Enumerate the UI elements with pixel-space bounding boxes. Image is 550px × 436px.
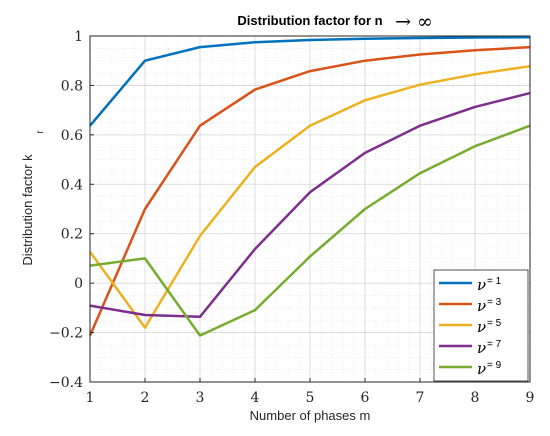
y-tick-label: −0.4: [49, 375, 83, 391]
series-line: [88, 64, 531, 329]
axis-ticks: 1 2 3 4 5 6 7 8 9 −0.4 −0.2 0 0.2 0.4 0.6 0.8 1: [49, 29, 534, 406]
series-line: [89, 124, 531, 337]
x-tick-label: 8: [471, 390, 480, 406]
x-tick-label: 1: [86, 390, 95, 406]
legend-symbol: ν: [477, 297, 486, 315]
x-tick-label: 3: [196, 390, 205, 406]
legend-symbol: ν: [477, 276, 486, 294]
series-lines: [88, 35, 531, 337]
legend-label: = 3: [487, 297, 502, 308]
y-tick-label: 0.4: [61, 177, 83, 193]
x-tick-label: 7: [416, 390, 425, 406]
legend-symbol: ν: [477, 339, 486, 357]
y-tick-label: −0.2: [49, 326, 83, 342]
legend-label: = 5: [487, 318, 502, 329]
series-line: [88, 45, 531, 336]
chart-title: Distribution factor for n: [237, 13, 382, 28]
x-axis-label: Number of phases m: [250, 408, 371, 423]
y-axis-label: Distribution factor k: [20, 154, 35, 266]
y-tick-label: 0.8: [61, 78, 83, 94]
x-tick-label: 6: [361, 390, 370, 406]
x-tick-label: 9: [526, 390, 535, 406]
legend: ν = 1ν = 3ν = 5ν = 7ν = 9: [433, 269, 529, 382]
x-tick-label: 5: [306, 390, 315, 406]
y-axis-label-subscript: r: [35, 130, 46, 134]
series-line: [89, 35, 531, 127]
series-line: [89, 91, 531, 319]
legend-symbol: ν: [477, 360, 486, 378]
legend-symbol: ν: [477, 318, 486, 336]
y-tick-label: 0.6: [61, 128, 83, 144]
y-tick-label: 1: [74, 29, 83, 45]
x-tick-label: 4: [251, 390, 260, 406]
chart-title-symbol: → ∞: [395, 11, 433, 33]
legend-label: = 7: [487, 339, 502, 350]
y-tick-label: 0: [74, 276, 83, 292]
x-tick-label: 2: [141, 390, 150, 406]
legend-label: = 9: [487, 360, 502, 371]
y-tick-label: 0.2: [61, 227, 83, 243]
legend-label: = 1: [487, 276, 502, 287]
